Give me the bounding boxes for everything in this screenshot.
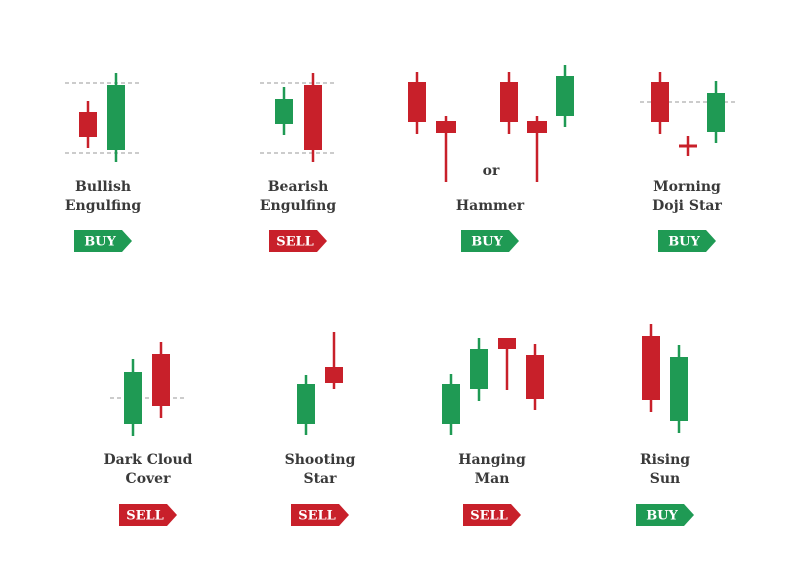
candle-body [152, 354, 170, 406]
signal-badge [74, 230, 132, 252]
signal-label: SELL [126, 509, 164, 524]
candle-body [470, 349, 488, 389]
candle-body [500, 82, 518, 122]
pattern-name: Dark Cloud [104, 452, 193, 468]
pattern: Hammer or BUY [408, 65, 574, 252]
pattern-name: Rising [640, 452, 690, 468]
pattern: Dark Cloud Cover SELL [104, 342, 193, 526]
signal-badge [461, 230, 519, 252]
signal-label: BUY [471, 235, 503, 250]
pattern: Rising Sun BUY [636, 324, 694, 526]
candle-body [642, 336, 660, 400]
connector: or [483, 163, 500, 179]
candle-body [651, 82, 669, 122]
signal-badge [119, 504, 177, 526]
candle-body [436, 121, 456, 133]
candle-body [408, 82, 426, 122]
signal-label: BUY [84, 235, 116, 250]
candle-body [304, 85, 322, 150]
pattern-name: Morning [653, 179, 721, 195]
candle-body [707, 93, 725, 132]
signal-label: BUY [646, 509, 678, 524]
pattern-name: Hanging [458, 452, 526, 468]
candle-body [124, 372, 142, 424]
signal-label: SELL [470, 509, 508, 524]
pattern-name: Engulfing [260, 198, 336, 214]
pattern: Hanging Man SELL [442, 338, 544, 526]
candle-body [556, 76, 574, 116]
candle-body [498, 338, 516, 349]
signal-label: SELL [298, 509, 336, 524]
pattern-name: Man [475, 471, 510, 487]
candle-body [442, 384, 460, 424]
signal-label: SELL [276, 235, 314, 250]
pattern-name: Engulfing [65, 198, 141, 214]
candle-body [297, 384, 315, 424]
signal-badge [291, 504, 349, 526]
candle-body [325, 367, 343, 383]
pattern: Morning Doji Star BUY [640, 72, 735, 252]
candle-body [107, 85, 125, 150]
pattern-name: Star [303, 471, 337, 487]
pattern-name: Sun [650, 471, 680, 487]
pattern: Bearish Engulfing SELL [260, 73, 336, 252]
signal-badge [269, 230, 327, 252]
signal-badge [658, 230, 716, 252]
pattern-name: Bearish [268, 179, 329, 195]
candle-body [275, 99, 293, 124]
candle-body [526, 355, 544, 399]
pattern-name: Bullish [75, 179, 131, 195]
candle-body [527, 121, 547, 133]
candle-body [79, 112, 97, 137]
pattern-name: Shooting [285, 452, 356, 468]
pattern: Bullish Engulfing BUY [65, 73, 141, 252]
signal-badge [463, 504, 521, 526]
signal-badge [636, 504, 694, 526]
signal-label: BUY [668, 235, 700, 250]
pattern-name: Doji Star [652, 198, 722, 214]
pattern-name: Hammer [456, 198, 525, 214]
pattern: Shooting Star SELL [285, 332, 356, 526]
candle-body [670, 357, 688, 421]
pattern-name: Cover [126, 471, 172, 487]
